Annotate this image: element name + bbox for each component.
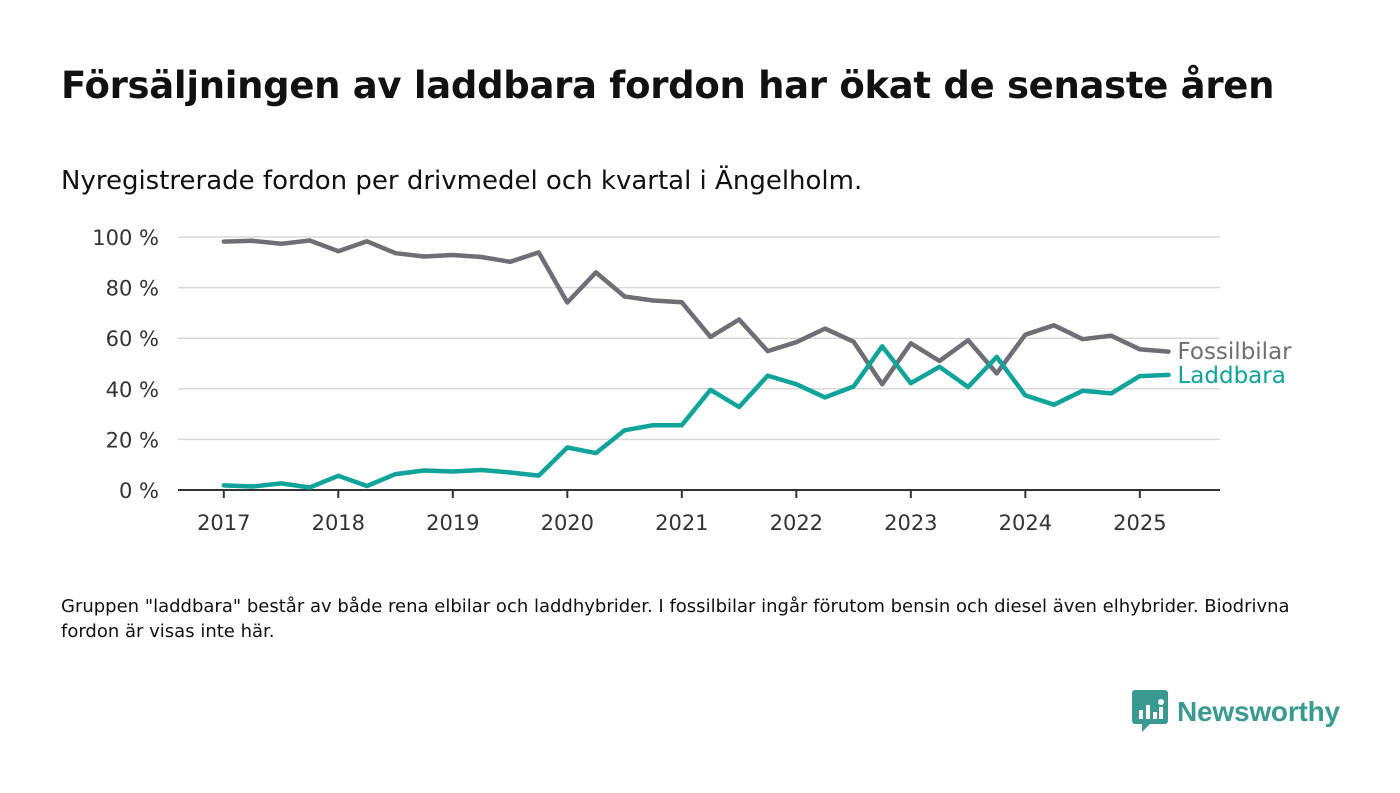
newsworthy-logo-icon — [1132, 690, 1168, 732]
x-tick-label: 2018 — [312, 511, 365, 535]
x-tick-label: 2017 — [197, 511, 250, 535]
x-tick-label: 2025 — [1113, 511, 1166, 535]
x-tick-label: 2021 — [655, 511, 708, 535]
x-tick-label: 2022 — [770, 511, 823, 535]
brand-name: Newsworthy — [1177, 696, 1340, 727]
footnote: Gruppen "laddbara" består av både rena e… — [61, 596, 1290, 642]
y-tick-label: 80 % — [106, 277, 159, 301]
series-line-fossilbilar — [221, 238, 1171, 387]
series-label-fossilbilar: Fossilbilar — [1177, 339, 1292, 365]
x-tick-label: 2020 — [541, 511, 594, 535]
y-tick-label: 60 % — [106, 327, 159, 351]
line-chart: 0 % 20 % 40 % 60 % 80 % 100 % 2017 2018 2019 202… — [92, 226, 1292, 535]
newsworthy-brand: Newsworthy — [1132, 690, 1340, 734]
series-label-laddbara: Laddbara — [1177, 363, 1285, 389]
chart-subtitle: Nyregistrerade fordon per drivmedel och … — [61, 166, 863, 196]
y-tick-label: 100 % — [92, 226, 159, 250]
y-tick-label: 0 % — [119, 479, 159, 503]
y-tick-label: 20 % — [106, 428, 159, 452]
chart-title: Försäljningen av laddbara fordon har öka… — [61, 64, 1275, 107]
x-tick-label: 2024 — [999, 511, 1052, 535]
x-tick-label: 2023 — [884, 511, 937, 535]
x-tick-label: 2019 — [426, 511, 479, 535]
y-tick-label: 40 % — [106, 378, 159, 402]
series-line-laddbara — [221, 344, 1171, 490]
